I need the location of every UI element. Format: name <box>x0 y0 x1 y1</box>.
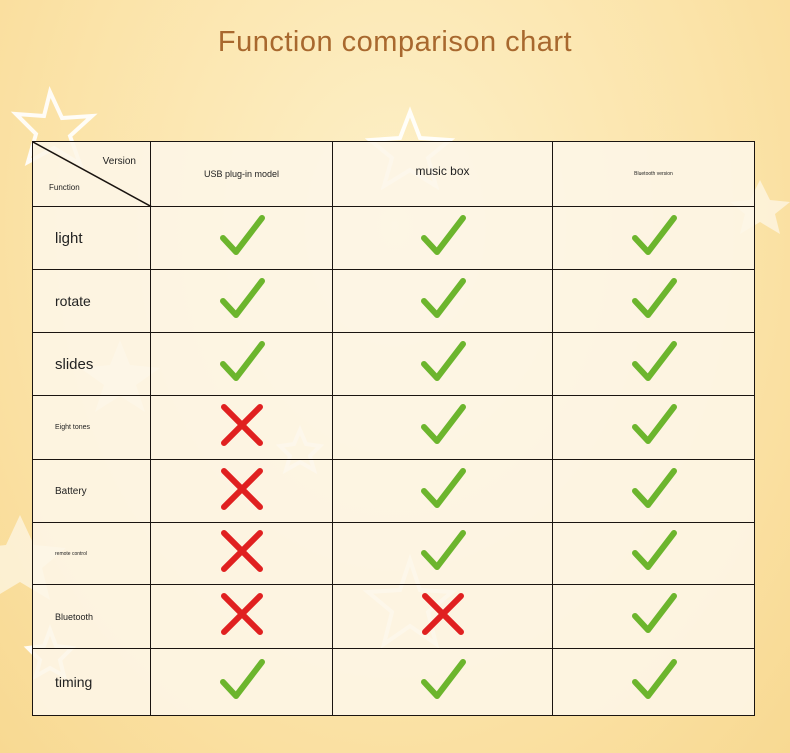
value-cell <box>332 206 553 270</box>
check-icon <box>419 465 467 518</box>
check-icon <box>218 338 266 391</box>
check-icon <box>419 401 467 454</box>
function-cell: timing <box>32 648 151 716</box>
table-row: Bluetooth <box>32 584 755 649</box>
value-cell <box>150 206 333 270</box>
value-cell <box>332 522 553 585</box>
check-icon <box>419 656 467 709</box>
value-cell <box>150 269 333 333</box>
column-header-usb: USB plug-in model <box>150 141 333 207</box>
check-icon <box>630 465 678 518</box>
check-icon <box>630 527 678 580</box>
value-cell <box>332 459 553 523</box>
table-row: Battery <box>32 459 755 523</box>
check-icon <box>419 212 467 265</box>
value-cell <box>332 395 553 460</box>
value-cell <box>552 648 755 716</box>
table-row: slides <box>32 332 755 396</box>
cross-icon <box>219 402 265 453</box>
check-icon <box>630 401 678 454</box>
value-cell <box>150 648 333 716</box>
check-icon <box>630 212 678 265</box>
cross-icon <box>219 591 265 642</box>
column-header-music-box: music box <box>332 141 553 207</box>
value-cell <box>150 584 333 649</box>
function-cell: Battery <box>32 459 151 523</box>
value-cell <box>552 206 755 270</box>
version-label: Version <box>102 156 136 167</box>
value-cell <box>552 584 755 649</box>
check-icon <box>218 275 266 328</box>
check-icon <box>630 590 678 643</box>
check-icon <box>419 338 467 391</box>
table-row: timing <box>32 648 755 716</box>
table-row: rotate <box>32 269 755 333</box>
value-cell <box>552 269 755 333</box>
function-cell: remote control <box>32 522 151 585</box>
table-row: light <box>32 206 755 270</box>
diagonal-line <box>33 142 152 207</box>
function-label: Function <box>49 183 80 192</box>
check-icon <box>218 212 266 265</box>
check-icon <box>630 338 678 391</box>
value-cell <box>332 584 553 649</box>
value-cell <box>332 269 553 333</box>
check-icon <box>419 275 467 328</box>
value-cell <box>150 332 333 396</box>
cross-icon <box>420 591 466 642</box>
value-cell <box>552 459 755 523</box>
value-cell <box>552 332 755 396</box>
comparison-table: Version Function USB plug-in model music… <box>32 141 755 716</box>
function-cell: Bluetooth <box>32 584 151 649</box>
diagonal-header-cell: Version Function <box>32 141 152 207</box>
cross-icon <box>219 466 265 517</box>
value-cell <box>150 395 333 460</box>
value-cell <box>332 332 553 396</box>
table-row: remote control <box>32 522 755 585</box>
page-title: Function comparison chart <box>217 26 573 58</box>
function-cell: slides <box>32 332 151 396</box>
check-icon <box>630 656 678 709</box>
check-icon <box>419 527 467 580</box>
header-row: Version Function USB plug-in model music… <box>32 141 755 207</box>
value-cell <box>150 522 333 585</box>
value-cell <box>150 459 333 523</box>
check-icon <box>630 275 678 328</box>
column-header-bluetooth: Bluetooth version <box>552 141 755 207</box>
value-cell <box>552 395 755 460</box>
function-cell: rotate <box>32 269 151 333</box>
value-cell <box>552 522 755 585</box>
function-cell: Eight tones <box>32 395 151 460</box>
cross-icon <box>219 528 265 579</box>
value-cell <box>332 648 553 716</box>
function-cell: light <box>32 206 151 270</box>
check-icon <box>218 656 266 709</box>
table-row: Eight tones <box>32 395 755 460</box>
